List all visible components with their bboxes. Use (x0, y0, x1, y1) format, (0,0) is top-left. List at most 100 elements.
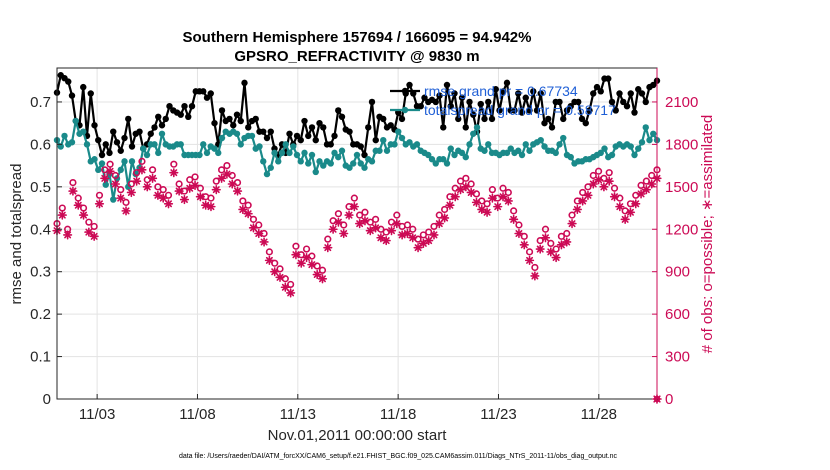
x-tick-label: 11/18 (380, 406, 416, 423)
data-point-assimilated (100, 173, 110, 183)
data-point-rmse (470, 111, 477, 118)
y-axis-right: 0 300 600 900 1200 1500 1800 2100 (652, 68, 698, 408)
data-point-totalspread (642, 124, 649, 131)
data-point-rmse (635, 86, 642, 93)
data-point-rmse (181, 102, 188, 110)
data-point-possible (589, 171, 597, 180)
data-point-totalspread (125, 183, 132, 191)
data-point-rmse (121, 134, 128, 142)
data-point-rmse (440, 124, 447, 131)
data-point-assimilated (381, 235, 391, 246)
data-point-assimilated (631, 199, 641, 209)
data-point-rmse (462, 124, 469, 131)
data-point-possible (122, 198, 130, 206)
data-point-rmse (155, 113, 162, 121)
y-axis-label: rmse and totalspread (8, 164, 25, 305)
data-point-totalspread (631, 151, 638, 159)
series-layer (52, 72, 662, 404)
data-point-rmse (545, 115, 552, 123)
data-point-rmse (380, 115, 387, 123)
y2-axis-label: # of obs: o=possible; ∗=assimilated (699, 115, 716, 354)
data-point-assimilated (604, 176, 614, 186)
data-point-totalspread (98, 160, 106, 167)
data-point-totalspread (237, 141, 244, 148)
data-point-rmse (113, 139, 121, 146)
data-point-rmse (631, 109, 638, 116)
data-point-rmse (200, 88, 207, 95)
data-point-rmse (522, 94, 529, 101)
data-point-rmse (492, 86, 499, 93)
data-point-totalspread (361, 164, 368, 171)
data-point-totalspread (391, 141, 398, 148)
x-tick-label: 11/13 (280, 406, 316, 423)
data-point-rmse (627, 90, 634, 97)
data-point-rmse (515, 90, 522, 97)
data-point-rmse (432, 98, 439, 106)
data-point-possible (318, 266, 327, 274)
data-point-possible (361, 208, 369, 216)
data-point-rmse (166, 102, 173, 110)
data-point-possible (334, 210, 343, 218)
data-point-totalspread (290, 143, 297, 150)
data-point-totalspread (293, 151, 301, 159)
data-point-possible (504, 188, 512, 197)
data-point-possible (218, 166, 226, 174)
data-point-rmse (267, 128, 274, 135)
data-point-rmse (293, 132, 301, 140)
data-point-rmse (320, 124, 327, 131)
data-point-assimilated (583, 190, 593, 200)
y-tick-label: 0.2 (30, 306, 51, 323)
data-point-totalspread (143, 151, 151, 159)
data-point-rmse (368, 98, 376, 106)
data-point-assimilated (593, 175, 604, 185)
data-file-footnote: data file: /Users/raeder/DAI/ATM_forcXX/… (179, 453, 618, 460)
data-point-rmse (578, 115, 586, 123)
y2-tick-label: 1200 (665, 221, 698, 238)
data-point-rmse (485, 98, 492, 106)
data-point-rmse (406, 81, 413, 89)
data-point-totalspread (275, 158, 282, 165)
data-point-possible (106, 160, 114, 168)
series-assimilated (52, 165, 662, 298)
data-point-totalspread (158, 130, 166, 137)
data-point-totalspread (80, 128, 87, 135)
data-point-totalspread (526, 147, 533, 154)
y2-tick-label: 2100 (665, 94, 698, 111)
data-point-rmse (252, 115, 259, 123)
data-point-rmse (263, 134, 271, 142)
data-point-totalspread (541, 143, 548, 150)
data-point-rmse (241, 79, 248, 87)
data-point-assimilated (562, 237, 572, 247)
data-point-assimilated (599, 182, 609, 192)
data-point-assimilated (546, 247, 556, 257)
data-point-totalspread (61, 132, 68, 140)
data-point-totalspread (177, 141, 184, 148)
chart-title: Southern Hemisphere 157694 / 166095 = 94… (183, 29, 532, 46)
data-point-totalspread (68, 139, 76, 146)
data-point-totalspread (211, 145, 218, 152)
data-point-rmse (616, 90, 623, 97)
data-point-assimilated (386, 226, 397, 236)
data-point-totalspread (248, 132, 256, 140)
data-point-totalspread (485, 141, 492, 148)
data-point-rmse (335, 107, 342, 114)
data-point-rmse (136, 128, 143, 135)
data-point-possible (207, 194, 215, 202)
data-point-rmse (237, 117, 244, 125)
data-point-rmse (458, 94, 466, 101)
data-point-totalspread (256, 143, 263, 150)
data-point-totalspread (305, 160, 312, 167)
data-point-possible (239, 197, 247, 205)
data-point-assimilated (158, 193, 168, 203)
data-point-totalspread (95, 166, 102, 174)
data-point-assimilated (254, 228, 264, 239)
data-point-assimilated (126, 187, 136, 198)
data-point-rmse (230, 122, 237, 129)
data-point-assimilated (408, 233, 418, 243)
data-point-assimilated (445, 200, 455, 210)
data-point-totalspread (481, 147, 488, 154)
data-point-totalspread (432, 160, 439, 167)
data-point-rmse (605, 75, 612, 82)
data-point-totalspread (278, 149, 286, 157)
data-point-possible (462, 174, 470, 182)
